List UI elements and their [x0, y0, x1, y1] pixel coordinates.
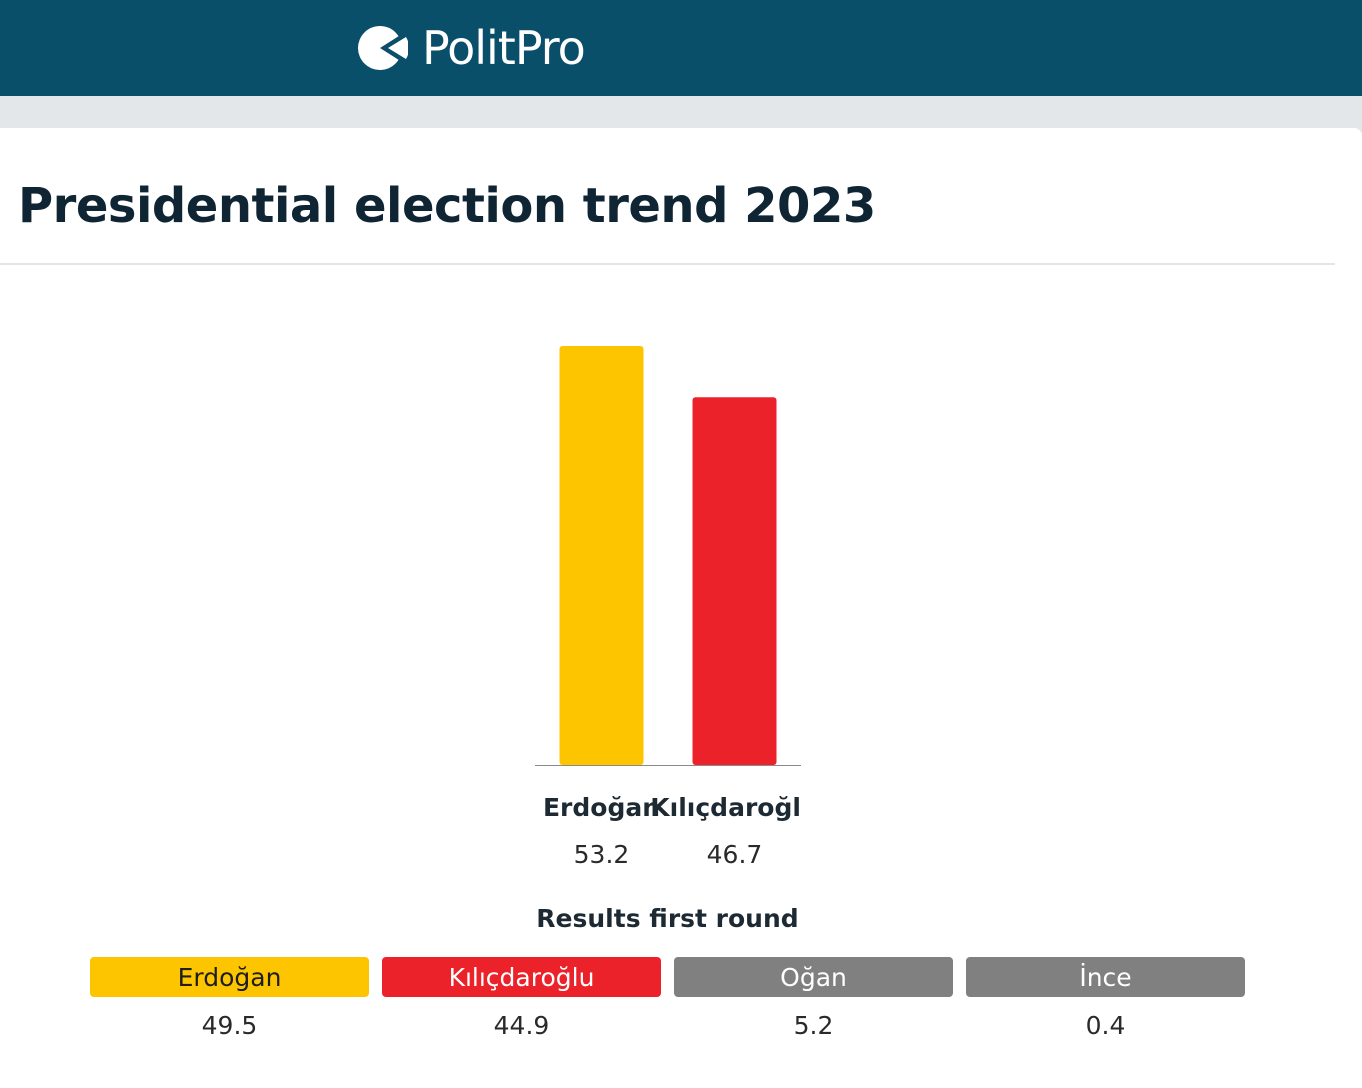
candidate-badge: Oğan — [674, 957, 953, 997]
candidate-badge: Erdoğan — [90, 957, 369, 997]
bar-2[interactable] — [692, 397, 777, 765]
title-divider — [0, 263, 1335, 265]
result-item: Erdoğan 49.5 — [90, 957, 369, 1040]
content-card — [0, 128, 1362, 1088]
top-navigation-bar: PolitPro — [0, 0, 1362, 96]
value-label-2: 46.7 — [707, 840, 763, 869]
brand-logo[interactable]: PolitPro — [358, 20, 586, 76]
politpro-logo-icon — [358, 26, 408, 70]
brand-name: PolitPro — [422, 21, 586, 75]
bar-1[interactable] — [559, 346, 644, 765]
candidate-badge: Kılıçdaroğlu — [382, 957, 661, 997]
result-item: Oğan 5.2 — [674, 957, 953, 1040]
value-label-1: 53.2 — [574, 840, 630, 869]
category-label-2: Kılıçdaroğlu — [650, 793, 818, 822]
candidate-badge: İnce — [966, 957, 1245, 997]
result-value: 5.2 — [793, 1011, 834, 1040]
result-value: 49.5 — [201, 1011, 258, 1040]
result-value: 0.4 — [1085, 1011, 1126, 1040]
result-item: Kılıçdaroğlu 44.9 — [382, 957, 661, 1040]
results-heading: Results first round — [536, 904, 799, 933]
category-label-1: Erdoğan — [543, 793, 660, 822]
page-title: Presidential election trend 2023 — [18, 178, 876, 234]
result-value: 44.9 — [493, 1011, 550, 1040]
results-list: Erdoğan 49.5 Kılıçdaroğlu 44.9 Oğan 5.2 İnce 0.… — [90, 957, 1247, 1040]
result-item: İnce 0.4 — [966, 957, 1245, 1040]
